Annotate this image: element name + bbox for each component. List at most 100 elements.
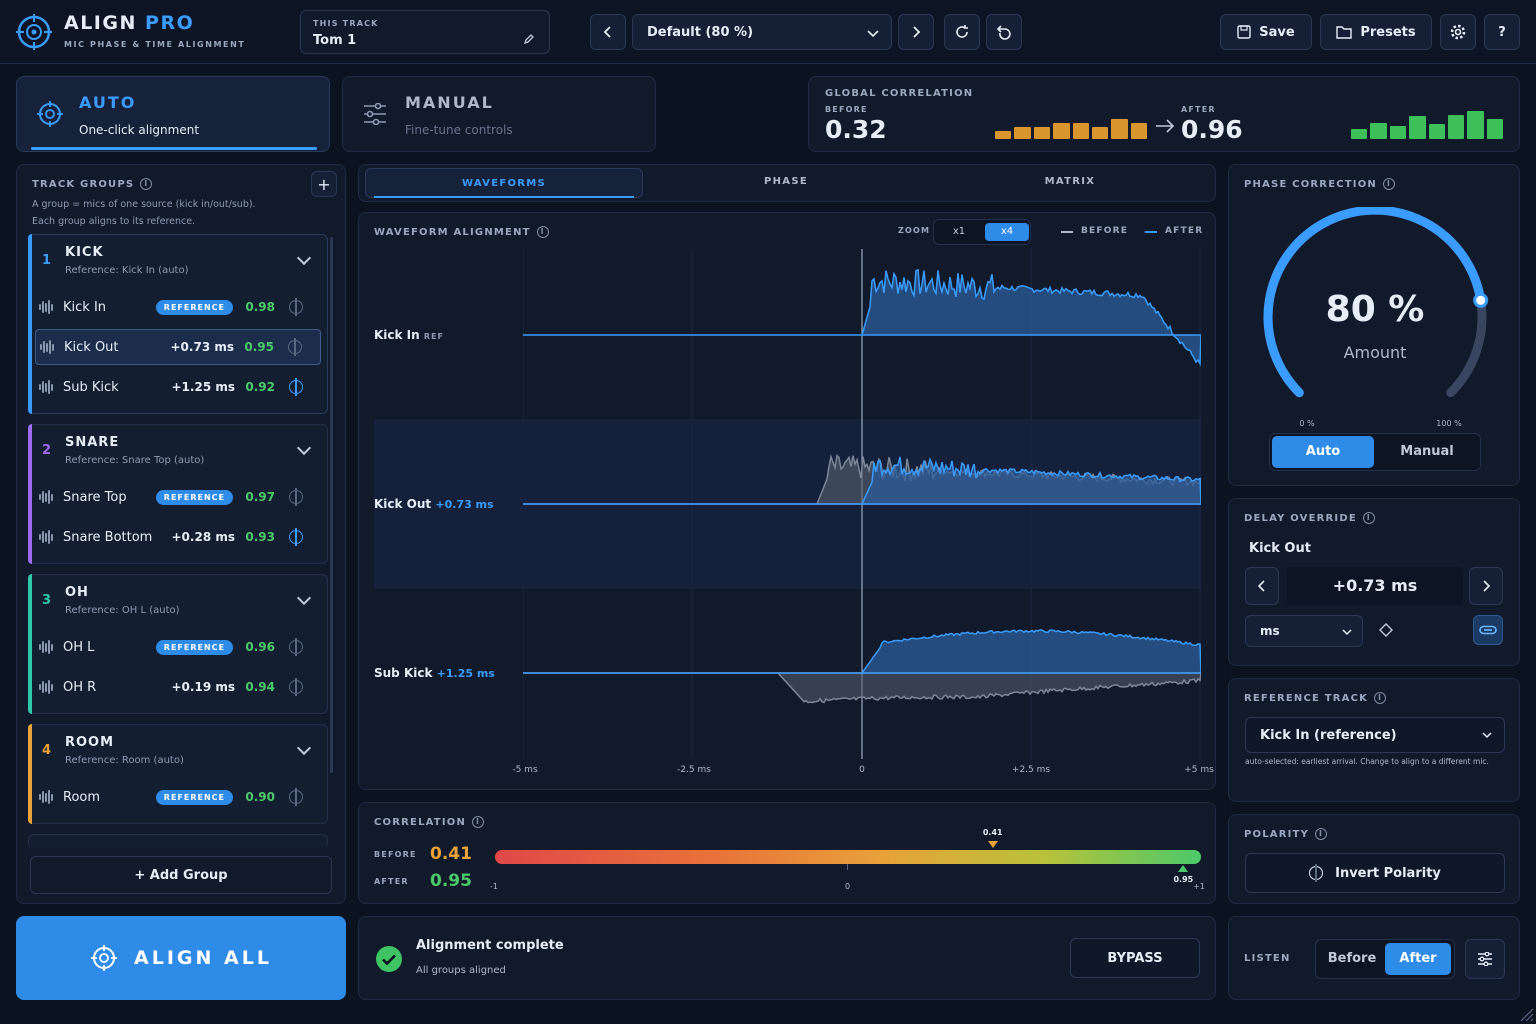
polarity-icon[interactable] <box>289 638 303 656</box>
info-icon[interactable]: i <box>472 816 485 828</box>
chevron-down-icon[interactable] <box>296 440 312 456</box>
axis-tick: 0 <box>859 765 865 775</box>
add-group-button[interactable]: + Add Group <box>30 856 332 894</box>
group-color-bar <box>28 724 32 824</box>
align-all-button[interactable]: ALIGN ALL <box>16 916 346 1000</box>
info-icon[interactable]: i <box>536 226 549 238</box>
axis-tick: +2.5 ms <box>1011 765 1051 775</box>
resize-grip-icon[interactable] <box>1518 1006 1534 1022</box>
polarity-icon[interactable] <box>289 378 303 396</box>
track-row[interactable]: Snare Bottom +0.28 ms 0.93 <box>35 519 321 555</box>
track-offset: +0.19 ms <box>171 680 236 694</box>
add-group-icon-button[interactable]: + <box>311 171 337 197</box>
info-icon[interactable]: i <box>1315 828 1328 840</box>
delay-decrement-button[interactable] <box>1245 567 1279 605</box>
zoom-x1[interactable]: x1 <box>952 226 966 237</box>
group-card-oh[interactable]: 3 OH Reference: OH L (auto) OH L REFERENCE 0.… <box>28 574 328 714</box>
zoom-x4[interactable]: x4 <box>985 223 1029 241</box>
group-color-bar <box>28 574 32 714</box>
waveform-icon <box>39 380 53 394</box>
group-color-bar <box>28 424 32 564</box>
listen-before-button[interactable]: Before <box>1327 951 1377 966</box>
amount-knob[interactable] <box>1259 207 1491 427</box>
tab-waveforms[interactable]: WAVEFORMS <box>365 168 643 198</box>
manual-mode-title: MANUAL <box>405 93 494 112</box>
info-icon[interactable]: i <box>140 178 153 190</box>
polarity-icon[interactable] <box>289 528 303 546</box>
delay-unit-select[interactable]: ms <box>1245 615 1363 647</box>
reference-track-select[interactable]: Kick In (reference) <box>1245 717 1505 753</box>
groups-scrollbar[interactable] <box>330 237 333 773</box>
bypass-button[interactable]: BYPASS <box>1070 938 1200 978</box>
group-number: 2 <box>42 443 52 458</box>
phase-manual-button[interactable]: Manual <box>1400 444 1454 459</box>
group-card-kick[interactable]: 1 KICK Reference: Kick In (auto) Kick In REF… <box>28 234 328 414</box>
reference-track-label: REFERENCE TRACK i <box>1244 692 1387 704</box>
track-row[interactable]: OH R +0.19 ms 0.94 <box>35 669 321 705</box>
presets-button[interactable]: Presets <box>1320 14 1432 50</box>
polarity-icon[interactable] <box>288 338 302 356</box>
track-groups-label: TRACK GROUPS i <box>32 178 153 190</box>
track-row[interactable]: Snare Top REFERENCE 0.97 <box>35 479 321 515</box>
global-correlation-label: GLOBAL CORRELATION <box>825 88 974 99</box>
diamond-icon[interactable] <box>1379 623 1393 637</box>
auto-mode-underline <box>31 147 317 150</box>
preset-select[interactable]: Default (80 %) <box>632 14 892 50</box>
group-card-snare[interactable]: 2 SNARE Reference: Snare Top (auto) Snare T… <box>28 424 328 564</box>
phase-auto-button[interactable]: Auto <box>1272 436 1374 468</box>
listen-label: LISTEN <box>1244 953 1291 964</box>
amount-max: 100 % <box>1436 419 1462 428</box>
chevron-down-icon[interactable] <box>296 590 312 606</box>
global-before-label: BEFORE <box>825 105 868 114</box>
legend-after-swatch <box>1145 231 1157 233</box>
group-reference: Reference: Kick In (auto) <box>65 265 189 276</box>
invert-polarity-button[interactable]: Invert Polarity <box>1245 853 1505 893</box>
correlation-bar <box>1111 118 1128 139</box>
preset-value: Default (80 %) <box>647 24 754 40</box>
listen-settings-button[interactable] <box>1465 939 1505 979</box>
group-card-room[interactable]: 4 ROOM Reference: Room (auto) Room REFERENCE… <box>28 724 328 824</box>
marker-after-label: 0.95 <box>1173 875 1194 884</box>
help-button[interactable]: ? <box>1484 14 1520 50</box>
auto-mode-card[interactable]: AUTO One-click alignment <box>16 76 330 152</box>
waveform-icon <box>39 530 53 544</box>
track-name-field[interactable]: THIS TRACK Tom 1 <box>300 10 550 54</box>
reset-button[interactable] <box>944 14 980 50</box>
settings-button[interactable] <box>1440 14 1476 50</box>
track-row[interactable]: Sub Kick +1.25 ms 0.92 <box>35 369 321 405</box>
info-icon[interactable]: i <box>1374 692 1387 704</box>
tab-matrix[interactable]: MATRIX <box>1044 176 1096 187</box>
info-icon[interactable]: i <box>1362 512 1375 524</box>
info-icon[interactable]: i <box>1382 178 1395 190</box>
tab-phase[interactable]: PHASE <box>764 176 808 187</box>
polarity-icon[interactable] <box>289 488 303 506</box>
polarity-icon[interactable] <box>289 788 303 806</box>
edit-icon[interactable] <box>523 33 535 45</box>
track-row[interactable]: OH L REFERENCE 0.96 <box>35 629 321 665</box>
polarity-icon[interactable] <box>289 298 303 316</box>
groups-desc-2: Each group aligns to its reference. <box>32 216 196 227</box>
listen-after-button[interactable]: After <box>1385 943 1451 975</box>
save-button[interactable]: Save <box>1220 14 1312 50</box>
track-row[interactable]: Kick Out +0.73 ms 0.95 <box>35 329 321 365</box>
preset-prev-button[interactable] <box>590 14 626 50</box>
auto-mode-sub: One-click alignment <box>79 123 200 137</box>
waveform-plot[interactable] <box>523 249 1201 761</box>
undo-button[interactable] <box>986 14 1022 50</box>
phase-correction-label: PHASE CORRECTION i <box>1244 178 1395 190</box>
manual-mode-card[interactable]: MANUAL Fine-tune controls <box>342 76 656 152</box>
track-label-sub-kick: Sub Kick +1.25 ms <box>374 666 495 680</box>
chevron-down-icon[interactable] <box>296 250 312 266</box>
delay-value-field[interactable]: +0.73 ms <box>1287 567 1463 605</box>
preset-next-button[interactable] <box>898 14 934 50</box>
track-row[interactable]: Room REFERENCE 0.90 <box>35 779 321 815</box>
link-toggle-button[interactable] <box>1473 615 1503 645</box>
legend-before-swatch <box>1061 231 1073 233</box>
correlation-panel: CORRELATION i BEFORE 0.41 AFTER 0.95 0.41… <box>358 802 1216 904</box>
track-name: Snare Bottom <box>63 529 153 545</box>
track-row[interactable]: Kick In REFERENCE 0.98 <box>35 289 321 325</box>
polarity-icon[interactable] <box>289 678 303 696</box>
delay-increment-button[interactable] <box>1469 567 1503 605</box>
waveform-after-kick-in <box>523 268 1201 367</box>
chevron-down-icon[interactable] <box>296 740 312 756</box>
